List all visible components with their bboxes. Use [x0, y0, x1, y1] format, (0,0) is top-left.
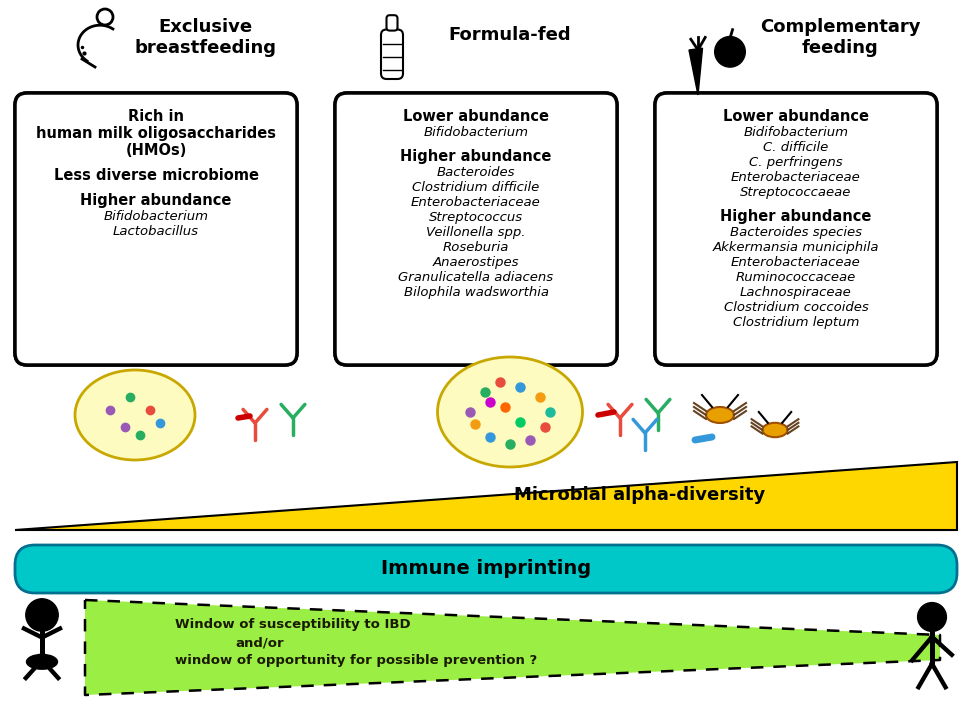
Text: Ruminococcaceae: Ruminococcaceae: [736, 271, 856, 284]
Text: Rich in: Rich in: [128, 109, 184, 124]
FancyBboxPatch shape: [387, 16, 398, 30]
Text: Clostridium leptum: Clostridium leptum: [733, 316, 859, 329]
FancyBboxPatch shape: [15, 93, 297, 365]
Text: Granulicatella adiacens: Granulicatella adiacens: [399, 271, 554, 284]
Text: Streptococcaeae: Streptococcaeae: [741, 186, 851, 199]
Text: Bilophila wadsworthia: Bilophila wadsworthia: [403, 286, 548, 299]
Text: Formula-fed: Formula-fed: [449, 26, 572, 44]
Text: Higher abundance: Higher abundance: [81, 193, 231, 208]
Text: C. perfringens: C. perfringens: [749, 156, 843, 169]
FancyBboxPatch shape: [15, 93, 297, 365]
Text: Enterobacteriaceae: Enterobacteriaceae: [731, 256, 861, 269]
Text: Less diverse microbiome: Less diverse microbiome: [53, 168, 259, 183]
FancyBboxPatch shape: [655, 93, 937, 365]
Text: C. difficile: C. difficile: [763, 141, 828, 154]
Ellipse shape: [706, 407, 734, 423]
Text: Clostridium difficile: Clostridium difficile: [412, 181, 539, 194]
Text: Enterobacteriaceae: Enterobacteriaceae: [411, 196, 540, 209]
Text: Higher abundance: Higher abundance: [400, 149, 552, 164]
Circle shape: [714, 37, 746, 67]
Circle shape: [26, 599, 58, 631]
Text: Lachnospiraceae: Lachnospiraceae: [740, 286, 851, 299]
FancyBboxPatch shape: [335, 93, 617, 365]
Text: Akkermansia municiphila: Akkermansia municiphila: [712, 241, 880, 254]
Text: Bifidobacterium: Bifidobacterium: [424, 126, 529, 139]
Ellipse shape: [437, 357, 582, 467]
Text: Veillonella spp.: Veillonella spp.: [427, 226, 526, 239]
Text: Anaerostipes: Anaerostipes: [433, 256, 519, 269]
Text: Bacteroides: Bacteroides: [436, 166, 515, 179]
Text: Exclusive
breastfeeding: Exclusive breastfeeding: [134, 18, 276, 57]
Text: Higher abundance: Higher abundance: [720, 209, 872, 224]
FancyBboxPatch shape: [655, 93, 937, 365]
Text: and/or: and/or: [235, 636, 284, 649]
Ellipse shape: [762, 423, 787, 437]
Text: Bidifobacterium: Bidifobacterium: [744, 126, 849, 139]
Text: Clostridium coccoides: Clostridium coccoides: [723, 301, 868, 314]
Text: Immune imprinting: Immune imprinting: [381, 560, 591, 579]
Polygon shape: [689, 48, 703, 95]
Text: window of opportunity for possible prevention ?: window of opportunity for possible preve…: [175, 654, 538, 667]
Text: Bacteroides species: Bacteroides species: [730, 226, 862, 239]
FancyBboxPatch shape: [15, 545, 957, 593]
Text: human milk oligosaccharides: human milk oligosaccharides: [36, 126, 276, 141]
Text: Microbial alpha-diversity: Microbial alpha-diversity: [514, 486, 766, 504]
Ellipse shape: [26, 654, 58, 670]
Text: Roseburia: Roseburia: [443, 241, 509, 254]
Text: Complementary
feeding: Complementary feeding: [760, 18, 920, 57]
Text: Enterobacteriaceae: Enterobacteriaceae: [731, 171, 861, 184]
Circle shape: [918, 603, 947, 632]
Text: Bifidobacterium: Bifidobacterium: [103, 210, 209, 223]
FancyBboxPatch shape: [381, 30, 403, 79]
Polygon shape: [85, 600, 940, 695]
Ellipse shape: [75, 370, 195, 460]
Text: Streptococcus: Streptococcus: [429, 211, 523, 224]
Polygon shape: [15, 462, 957, 530]
Text: Lower abundance: Lower abundance: [403, 109, 549, 124]
Text: Window of susceptibility to IBD: Window of susceptibility to IBD: [175, 618, 410, 631]
Text: Lactobacillus: Lactobacillus: [113, 225, 199, 238]
Text: (HMOs): (HMOs): [125, 143, 187, 158]
FancyBboxPatch shape: [335, 93, 617, 365]
Text: Lower abundance: Lower abundance: [723, 109, 869, 124]
